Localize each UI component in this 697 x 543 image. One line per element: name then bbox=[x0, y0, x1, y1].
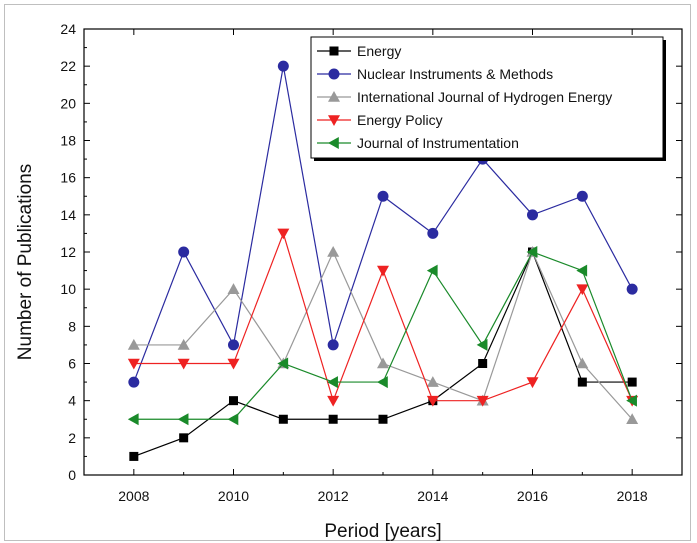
data-point bbox=[626, 283, 638, 295]
y-tick-label: 0 bbox=[68, 467, 76, 483]
series-line bbox=[133, 250, 633, 457]
axes: 2008 2010 2012 2014 2016 20180246810121416182… bbox=[60, 21, 683, 504]
data-point bbox=[327, 395, 340, 407]
data-point bbox=[228, 339, 239, 351]
y-axis-title: Number of Publications bbox=[15, 164, 36, 360]
data-point bbox=[476, 338, 488, 351]
data-point bbox=[227, 283, 240, 294]
data-point bbox=[377, 190, 389, 202]
legend: Energy Nuclear Instruments & Methods Inter… bbox=[310, 36, 666, 161]
data-point bbox=[576, 190, 588, 202]
legend-item: Journal of Instrumentation bbox=[317, 135, 519, 151]
legend-item: Nuclear Instruments & Methods bbox=[317, 66, 553, 82]
legend-marker bbox=[328, 91, 340, 102]
data-point bbox=[426, 264, 438, 277]
x-tick-label: 2016 bbox=[517, 488, 548, 504]
data-point bbox=[127, 413, 139, 426]
data-point bbox=[277, 228, 290, 240]
data-point bbox=[278, 414, 288, 424]
data-point bbox=[626, 413, 639, 425]
data-point bbox=[179, 433, 189, 443]
legend-box bbox=[310, 36, 664, 159]
legend-item: Energy bbox=[317, 43, 401, 59]
data-point bbox=[526, 377, 539, 389]
data-point bbox=[128, 376, 140, 388]
data-point bbox=[127, 338, 140, 350]
y-tick-label: 18 bbox=[60, 133, 76, 149]
x-tick-label: 2018 bbox=[617, 488, 648, 504]
data-point bbox=[478, 359, 488, 368]
data-point bbox=[127, 358, 140, 370]
data-point bbox=[476, 395, 489, 407]
y-tick-label: 4 bbox=[68, 393, 76, 409]
data-point bbox=[377, 376, 388, 389]
legend-label: Journal of Instrumentation bbox=[357, 135, 519, 151]
data-point bbox=[177, 413, 189, 426]
data-point bbox=[327, 376, 338, 389]
data-point bbox=[576, 284, 589, 296]
data-point bbox=[576, 264, 588, 277]
data-point bbox=[627, 377, 637, 387]
series-layer bbox=[127, 60, 639, 461]
legend-item: International Journal of Hydrogen Energy bbox=[317, 89, 612, 105]
y-tick-label: 2 bbox=[68, 430, 76, 446]
x-tick-label: 2010 bbox=[218, 488, 249, 504]
y-tick-label: 20 bbox=[60, 95, 76, 111]
data-point bbox=[427, 227, 439, 239]
data-point bbox=[177, 338, 190, 350]
series-4 bbox=[127, 246, 637, 426]
y-tick-label: 14 bbox=[60, 207, 76, 223]
data-point bbox=[426, 395, 439, 407]
data-point bbox=[227, 413, 239, 426]
series-0 bbox=[129, 247, 637, 461]
y-tick-label: 22 bbox=[60, 58, 76, 74]
data-point bbox=[377, 265, 389, 277]
data-point bbox=[378, 414, 388, 424]
series-3 bbox=[127, 228, 639, 407]
y-tick-label: 12 bbox=[60, 244, 76, 260]
legend-label: Energy Policy bbox=[357, 112, 443, 128]
data-point bbox=[527, 209, 538, 221]
legend-marker bbox=[328, 115, 340, 126]
x-tick-label: 2008 bbox=[118, 488, 149, 504]
chart-frame: 2008 2010 2012 2014 2016 2018 0 2 4 6 8 10 12 14 16 18 2… bbox=[4, 4, 691, 542]
legend-marker bbox=[329, 46, 339, 56]
data-point bbox=[328, 414, 338, 424]
data-point bbox=[177, 358, 190, 370]
legend-marker bbox=[328, 137, 339, 149]
line-chart: 2008 2010 2012 2014 2016 20180246810121416182… bbox=[15, 21, 683, 542]
x-tick-label: 2014 bbox=[417, 488, 448, 504]
data-point bbox=[426, 376, 439, 387]
legend-label: Energy bbox=[357, 43, 401, 59]
y-tick-label: 6 bbox=[68, 356, 76, 372]
data-point bbox=[576, 357, 589, 369]
y-tick-label: 16 bbox=[60, 170, 76, 186]
data-point bbox=[526, 246, 538, 258]
data-point bbox=[277, 60, 289, 72]
data-point bbox=[227, 358, 240, 370]
y-tick-label: 10 bbox=[60, 281, 76, 297]
data-point bbox=[327, 246, 340, 257]
legend-item: Energy Policy bbox=[317, 112, 443, 128]
legend-label: Nuclear Instruments & Methods bbox=[357, 66, 553, 82]
x-axis-title: Period [years] bbox=[324, 521, 441, 542]
data-point bbox=[377, 357, 389, 369]
y-tick-label: 8 bbox=[68, 318, 76, 334]
data-point bbox=[229, 396, 238, 406]
data-point bbox=[129, 451, 139, 461]
data-point bbox=[327, 339, 339, 351]
series-2 bbox=[127, 246, 639, 425]
series-1 bbox=[128, 60, 638, 388]
data-point bbox=[577, 377, 587, 387]
data-point bbox=[626, 394, 637, 407]
data-point bbox=[178, 246, 190, 258]
legend-marker bbox=[328, 68, 340, 80]
x-tick-label: 2012 bbox=[318, 488, 349, 504]
y-tick-label: 24 bbox=[60, 21, 76, 37]
legend-label: International Journal of Hydrogen Energy bbox=[357, 89, 612, 105]
data-point bbox=[277, 357, 289, 370]
